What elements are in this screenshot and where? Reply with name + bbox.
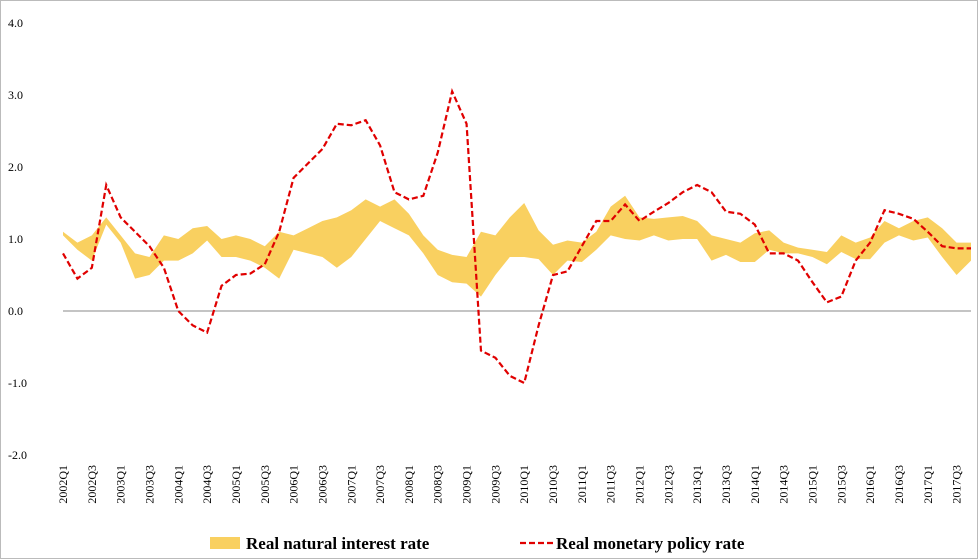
x-tick-label: 2003Q1 <box>114 465 128 504</box>
legend-label: Real natural interest rate <box>246 534 430 553</box>
x-tick-label: 2010Q1 <box>517 465 531 504</box>
x-tick-label: 2015Q3 <box>834 465 848 504</box>
x-tick-label: 2005Q1 <box>229 465 243 504</box>
x-tick-label: 2008Q3 <box>431 465 445 504</box>
y-tick-label: 1.0 <box>8 232 23 246</box>
x-tick-label: 2016Q1 <box>863 465 877 504</box>
x-tick-label: 2006Q1 <box>287 465 301 504</box>
band-area <box>63 195 971 297</box>
x-tick-label: 2015Q1 <box>805 465 819 504</box>
y-tick-label: 4.0 <box>8 16 23 30</box>
y-tick-label: 0.0 <box>8 304 23 318</box>
y-tick-label: 3.0 <box>8 88 23 102</box>
x-tick-label: 2003Q3 <box>142 465 156 504</box>
x-tick-label: 2011Q3 <box>604 465 618 503</box>
x-tick-label: 2007Q3 <box>373 465 387 504</box>
x-tick-label: 2013Q1 <box>690 465 704 504</box>
x-tick-label: 2017Q3 <box>950 465 964 504</box>
x-tick-label: 2012Q1 <box>633 465 647 504</box>
y-tick-label: 2.0 <box>8 160 23 174</box>
line <box>62 87 971 385</box>
x-tick-label: 2007Q1 <box>344 465 358 504</box>
y-tick-label: -1.0 <box>8 376 27 390</box>
x-tick-label: 2011Q1 <box>575 465 589 503</box>
x-tick-label: 2014Q3 <box>777 465 791 504</box>
x-tick-label: 2006Q3 <box>315 465 329 504</box>
x-tick-label: 2012Q3 <box>661 465 675 504</box>
x-tick-label: 2002Q3 <box>85 465 99 504</box>
x-tick-label: 2004Q3 <box>200 465 214 504</box>
x-tick-label: 2017Q1 <box>921 465 935 504</box>
y-tick-label: -2.0 <box>8 448 27 462</box>
legend-label: Real monetary policy rate <box>556 534 745 553</box>
x-tick-label: 2004Q1 <box>171 465 185 504</box>
x-tick-label: 2016Q3 <box>892 465 906 504</box>
legend-swatch <box>210 537 240 549</box>
x-tick-label: 2005Q3 <box>258 465 272 504</box>
x-tick-label: 2009Q3 <box>488 465 502 504</box>
x-tick-label: 2014Q1 <box>748 465 762 504</box>
x-tick-label: 2010Q3 <box>546 465 560 504</box>
x-tick-label: 2008Q1 <box>402 465 416 504</box>
x-tick-label: 2002Q1 <box>56 465 70 504</box>
x-tick-label: 2013Q3 <box>719 465 733 504</box>
x-tick-label: 2009Q1 <box>460 465 474 504</box>
